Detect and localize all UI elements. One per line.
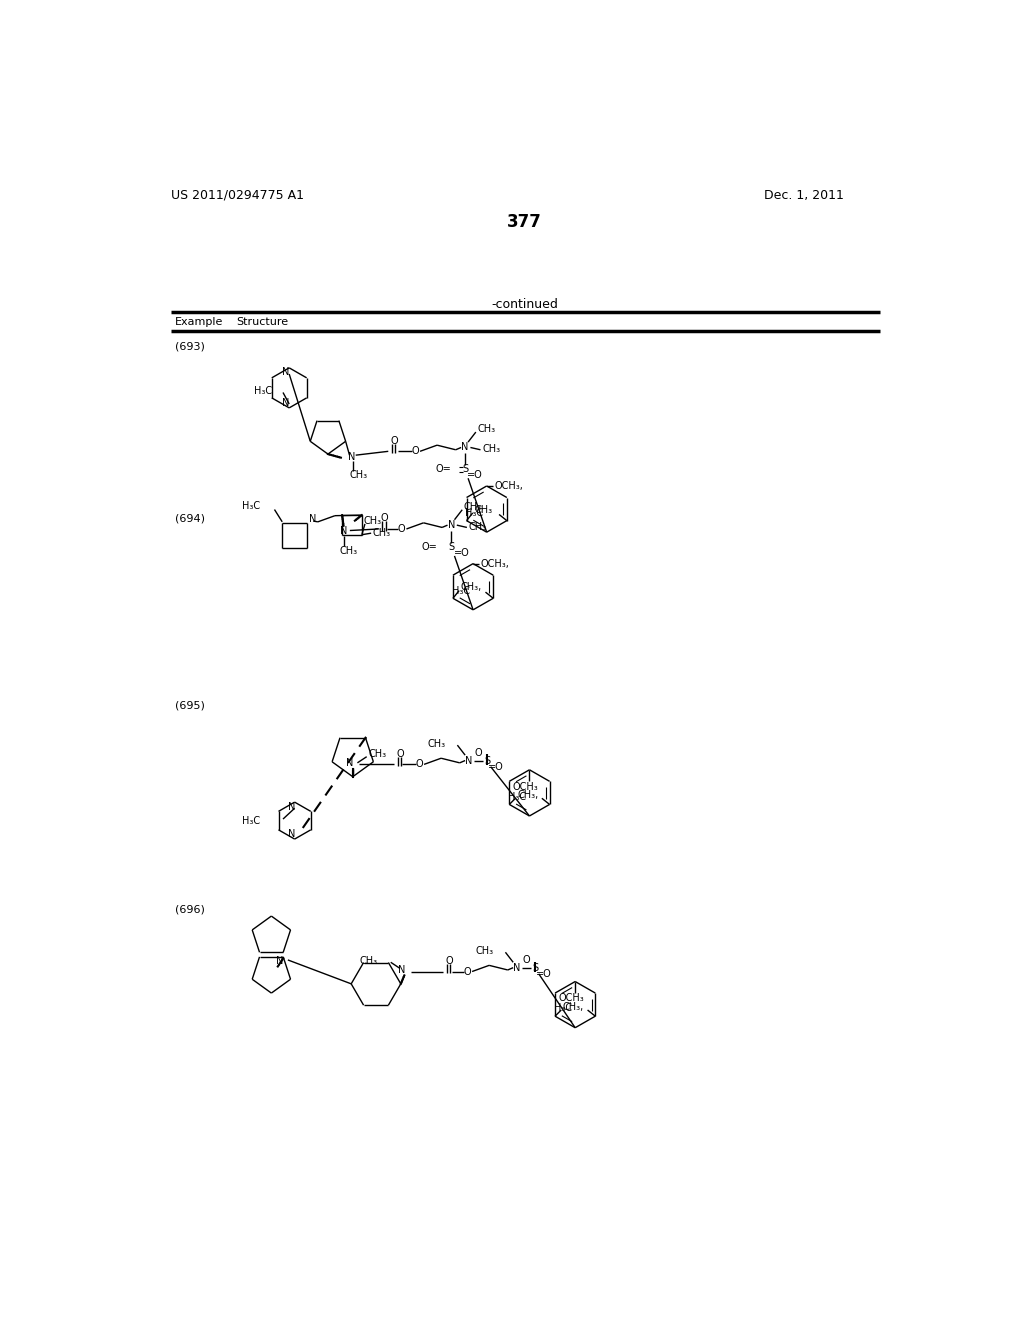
Text: H₃C: H₃C — [452, 586, 470, 595]
Text: N: N — [398, 965, 406, 975]
Text: N: N — [276, 957, 284, 966]
Text: N: N — [340, 525, 347, 536]
Text: S: S — [484, 755, 490, 766]
Text: CH₃: CH₃ — [373, 528, 391, 539]
Text: (694): (694) — [174, 513, 205, 524]
Text: CH₃: CH₃ — [468, 521, 486, 532]
Text: O: O — [445, 956, 454, 966]
Text: OCH₃: OCH₃ — [513, 781, 539, 792]
Text: =O: =O — [488, 762, 504, 772]
Text: CH₃,: CH₃, — [563, 1002, 584, 1012]
Text: OCH₃: OCH₃ — [558, 994, 584, 1003]
Text: CH₃,: CH₃, — [517, 791, 539, 800]
Text: US 2011/0294775 A1: US 2011/0294775 A1 — [171, 189, 304, 202]
Text: O: O — [474, 748, 482, 758]
Text: (693): (693) — [174, 342, 205, 351]
Text: (695): (695) — [174, 700, 205, 710]
Text: O: O — [412, 446, 419, 457]
Text: CH₃: CH₃ — [476, 945, 494, 956]
Text: O: O — [464, 966, 471, 977]
Text: CH₃: CH₃ — [359, 956, 378, 966]
Text: (696): (696) — [174, 904, 205, 915]
Text: CH₃: CH₃ — [364, 516, 382, 525]
Text: O: O — [416, 759, 423, 770]
Text: =O: =O — [454, 548, 469, 558]
Text: N: N — [308, 513, 316, 524]
Text: CH₃: CH₃ — [482, 444, 500, 454]
Text: CH₃,: CH₃, — [461, 582, 482, 593]
Text: CH₃: CH₃ — [340, 545, 358, 556]
Text: Example: Example — [174, 317, 223, 327]
Text: CH₃: CH₃ — [428, 739, 445, 748]
Text: N: N — [461, 442, 469, 453]
Text: CH₃: CH₃ — [474, 504, 493, 515]
Text: CH₃: CH₃ — [349, 470, 368, 480]
Text: CH₃: CH₃ — [369, 748, 386, 759]
Text: Structure: Structure — [237, 317, 289, 327]
Text: N: N — [513, 962, 521, 973]
Text: S: S — [532, 962, 539, 973]
Text: N: N — [447, 520, 455, 531]
Text: H₃C: H₃C — [554, 1003, 572, 1014]
Text: O: O — [522, 954, 530, 965]
Text: H₃C: H₃C — [466, 508, 483, 517]
Text: -continued: -continued — [492, 298, 558, 312]
Text: H₃C: H₃C — [242, 816, 260, 826]
Text: O: O — [398, 524, 406, 535]
Text: N: N — [283, 399, 290, 408]
Text: N: N — [348, 451, 355, 462]
Text: N: N — [288, 829, 295, 840]
Text: O=: O= — [435, 465, 451, 474]
Text: O: O — [390, 436, 398, 446]
Text: N: N — [465, 755, 473, 766]
Text: S: S — [462, 465, 468, 474]
Text: O: O — [381, 513, 388, 523]
Text: OCH₃,: OCH₃, — [495, 480, 523, 491]
Text: H₃C: H₃C — [243, 502, 260, 511]
Text: CH₃: CH₃ — [477, 424, 496, 434]
Text: N: N — [346, 758, 353, 768]
Text: Dec. 1, 2011: Dec. 1, 2011 — [764, 189, 844, 202]
Text: N: N — [288, 801, 295, 812]
Text: =O: =O — [537, 969, 552, 979]
Text: S: S — [449, 541, 455, 552]
Text: OCH₃,: OCH₃, — [481, 558, 510, 569]
Text: H₃C: H₃C — [508, 792, 526, 801]
Text: CH₃: CH₃ — [464, 502, 482, 512]
Text: H₃C: H₃C — [254, 385, 272, 396]
Text: O: O — [396, 748, 403, 759]
Text: O=: O= — [422, 541, 437, 552]
Text: 377: 377 — [507, 213, 543, 231]
Text: =O: =O — [467, 470, 483, 480]
Text: N: N — [283, 367, 290, 378]
